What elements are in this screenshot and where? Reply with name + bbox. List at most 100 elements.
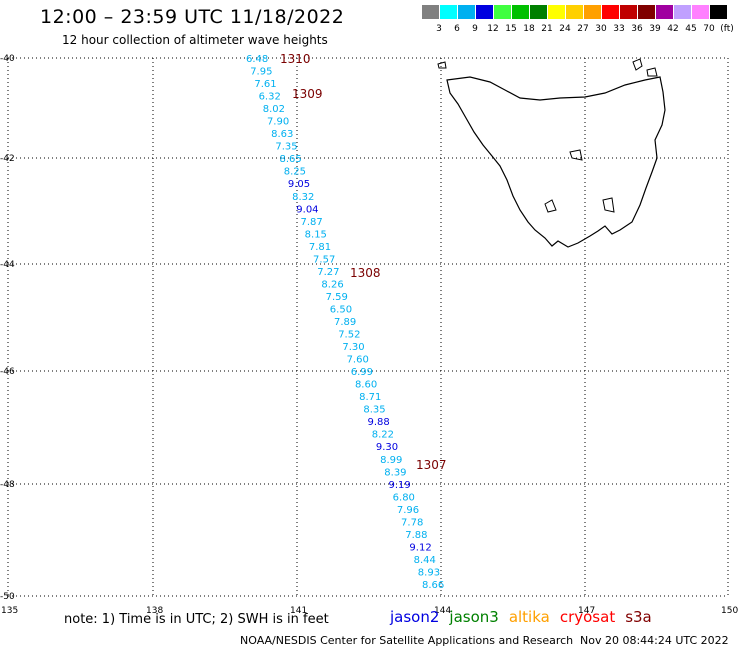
wave-height-value: 9.05 — [288, 179, 310, 190]
axis-labels: -40 -42 -44 -46 -48 -50 135 138 141 144 147 150 — [0, 54, 738, 616]
wave-height-value: 7.30 — [342, 342, 364, 353]
pass-time-label: 1307 — [416, 458, 447, 472]
wave-height-value: 7.35 — [275, 142, 297, 153]
wave-height-value: 7.88 — [405, 530, 427, 541]
island-6 — [602, 197, 615, 213]
wave-height-value: 6.48 — [246, 54, 268, 65]
lat-label: -42 — [0, 154, 15, 164]
wave-height-value: 7.57 — [313, 254, 335, 265]
wave-height-value: 7.60 — [347, 355, 369, 366]
satellite-legend-item: cryosat — [559, 608, 616, 626]
scale-label: 18 — [523, 24, 535, 34]
pass-time-label: 1310 — [280, 52, 311, 66]
scale-label: 15 — [505, 24, 517, 34]
wave-height-value: 6.50 — [330, 304, 352, 315]
wave-height-value: 7.52 — [338, 330, 360, 341]
scale-label: 21 — [541, 24, 553, 34]
wave-height-value: 9.88 — [368, 417, 390, 428]
scale-swatch — [620, 5, 637, 19]
wave-height-value: 7.78 — [401, 517, 423, 528]
lat-label: -46 — [0, 367, 15, 377]
wave-height-value: 6.80 — [393, 492, 415, 503]
wave-height-value: 9.30 — [376, 442, 398, 453]
scale-swatch — [512, 5, 529, 19]
wave-height-value: 7.87 — [300, 217, 322, 228]
scale-label: 33 — [613, 24, 625, 34]
wave-height-value: 8.99 — [380, 455, 402, 466]
scale-label: 45 — [685, 24, 697, 34]
scale-swatch — [530, 5, 547, 19]
lon-label: 147 — [578, 606, 595, 616]
wave-height-value: 9.19 — [388, 480, 410, 491]
wave-height-value: 7.89 — [334, 317, 356, 328]
scale-label: 70 — [703, 24, 715, 34]
scale-swatch — [710, 5, 727, 19]
wave-height-value: 6.32 — [259, 92, 281, 103]
scale-label: 39 — [649, 24, 661, 34]
island-3 — [646, 67, 658, 77]
satellite-legend-item: jason2 — [390, 608, 440, 626]
wave-height-value: 8.22 — [372, 430, 394, 441]
scale-swatch — [638, 5, 655, 19]
satellite-legend-item: altika — [508, 608, 550, 626]
scale-label: 36 — [631, 24, 643, 34]
island-5 — [544, 199, 557, 213]
island-1 — [437, 61, 447, 69]
wave-height-value: 8.26 — [321, 279, 343, 290]
scale-label: 6 — [454, 24, 460, 34]
scale-label: 27 — [577, 24, 589, 34]
wave-height-value: 8.15 — [305, 229, 327, 240]
scale-label: (ft) — [720, 24, 734, 34]
satellite-legend: jason2 jason3 altika cryosat s3a — [390, 608, 662, 626]
lon-label: 144 — [434, 606, 451, 616]
wave-height-value: 8.39 — [384, 467, 406, 478]
wave-height-value: 8.35 — [363, 405, 385, 416]
map-grid — [7, 57, 729, 597]
wave-height-value: 8.63 — [271, 129, 293, 140]
scale-label: 30 — [595, 24, 607, 34]
lon-label: 135 — [1, 606, 18, 616]
scale-label: 12 — [487, 24, 499, 34]
wave-height-value: 8.66 — [422, 580, 444, 591]
scale-swatch — [602, 5, 619, 19]
wave-height-value: 7.95 — [250, 67, 272, 78]
wave-height-value: 7.61 — [254, 79, 276, 90]
wave-height-value: 7.81 — [309, 242, 331, 253]
page-title: 12:00 – 23:59 UTC 11/18/2022 — [40, 6, 345, 28]
scale-label: 42 — [667, 24, 679, 34]
pass-time-label: 1309 — [292, 87, 323, 101]
wave-height-value: 6.99 — [351, 367, 373, 378]
scale-swatch — [656, 5, 673, 19]
scale-swatch — [692, 5, 709, 19]
scale-swatch — [476, 5, 493, 19]
credit-text: NOAA/NESDIS Center for Satellite Applica… — [240, 634, 574, 647]
lon-label: 150 — [721, 606, 738, 616]
lat-label: -44 — [0, 260, 15, 270]
scale-swatch — [566, 5, 583, 19]
pass-time-label: 1308 — [350, 266, 381, 280]
satellite-legend-item: jason3 — [449, 608, 499, 626]
scale-label: 24 — [559, 24, 571, 34]
lat-label: -48 — [0, 480, 15, 490]
wave-height-value: 9.12 — [409, 542, 431, 553]
lat-label: -50 — [0, 592, 15, 602]
wave-height-value: 8.71 — [359, 392, 381, 403]
scale-swatch — [674, 5, 691, 19]
lat-label: -40 — [0, 54, 15, 64]
lon-label: 141 — [290, 606, 307, 616]
time-labels: 1310 1309 1308 1307 — [280, 52, 447, 472]
wave-height-value: 7.27 — [317, 267, 339, 278]
wave-height-track: 6.48 7.957.61 6.328.02 7.908.63 7.358.65 8.25… — [246, 54, 444, 591]
wave-height-value: 8.25 — [284, 167, 306, 178]
island-2 — [632, 58, 643, 71]
scale-swatch — [494, 5, 511, 19]
lon-label: 138 — [146, 606, 163, 616]
wave-height-value: 8.93 — [418, 567, 440, 578]
wave-height-value: 8.02 — [263, 104, 285, 115]
wave-height-value: 8.65 — [280, 154, 302, 165]
wave-height-value: 8.32 — [292, 192, 314, 203]
scale-swatch — [422, 5, 439, 19]
scale-swatch — [458, 5, 475, 19]
scale-swatch — [548, 5, 565, 19]
